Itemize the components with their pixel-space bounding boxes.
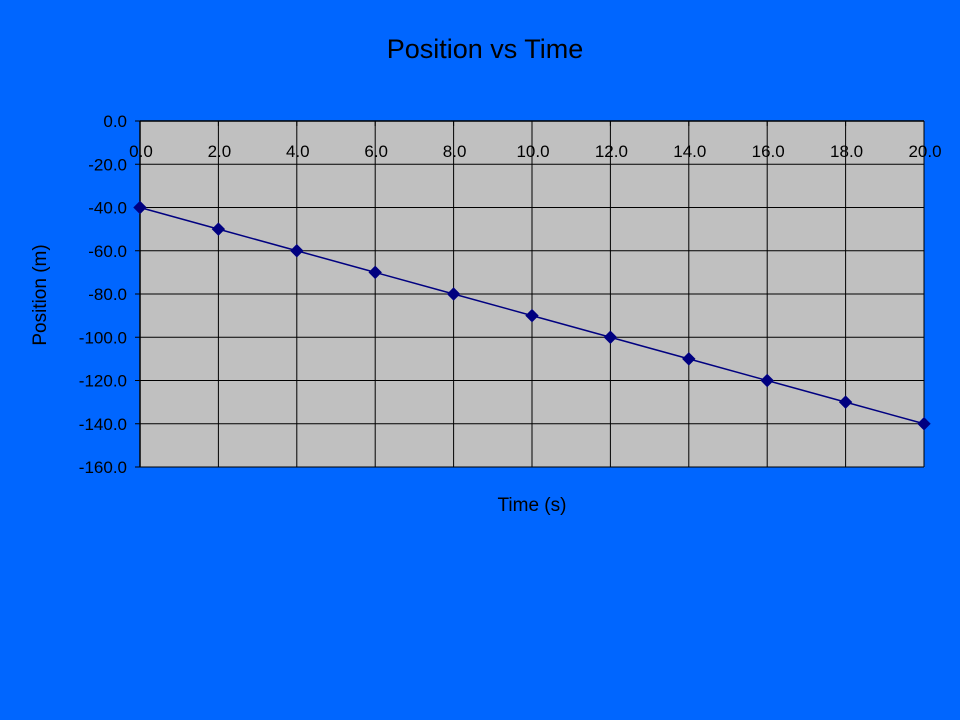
x-tick-label: 8.0 [443, 142, 467, 161]
x-tick-label: 10.0 [516, 142, 549, 161]
y-tick-label: 0.0 [103, 112, 127, 131]
x-tick-label: 12.0 [595, 142, 628, 161]
y-tick-label: -140.0 [79, 415, 127, 434]
x-tick-label: 18.0 [830, 142, 863, 161]
data-point [446, 287, 461, 301]
x-tick-label: 6.0 [364, 142, 388, 161]
y-tick-label: -20.0 [88, 155, 127, 174]
y-tick-label: -40.0 [88, 199, 127, 218]
x-tick-label: 2.0 [208, 142, 232, 161]
plot-layer: 0.0-20.0-40.0-60.0-80.0-100.0-120.0-140.… [79, 112, 942, 477]
y-tick-label: -80.0 [88, 285, 127, 304]
y-tick-label: -120.0 [79, 372, 127, 391]
data-point [760, 373, 774, 388]
y-tick-label: -60.0 [88, 242, 127, 261]
x-tick-label: 0.0 [129, 142, 153, 161]
x-axis-title: Time (s) [498, 495, 567, 516]
x-tick-label: 20.0 [908, 142, 941, 161]
x-tick-label: 4.0 [286, 142, 310, 161]
x-tick-label: 16.0 [752, 142, 785, 161]
y-axis-title: Position (m) [30, 244, 51, 345]
data-point [603, 330, 618, 344]
y-tick-label: -160.0 [79, 458, 127, 477]
data-point [838, 395, 853, 409]
chart-title: Position vs Time [387, 34, 584, 64]
data-point [211, 222, 226, 236]
data-point [133, 200, 147, 215]
y-tick-label: -100.0 [79, 328, 127, 347]
data-point [525, 308, 539, 323]
data-point [290, 244, 304, 258]
data-point [682, 352, 696, 366]
data-point [917, 417, 931, 431]
x-tick-label: 14.0 [673, 142, 706, 161]
data-point [368, 265, 382, 280]
